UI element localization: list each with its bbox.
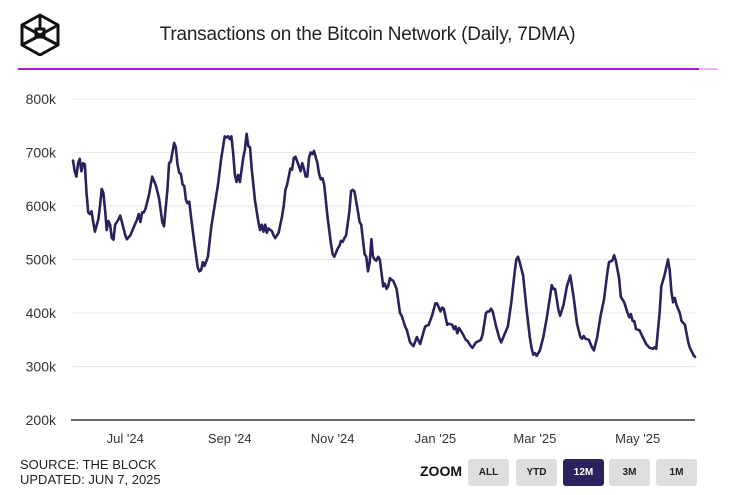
y-tick-label: 600k — [26, 198, 57, 214]
gridlines — [73, 98, 695, 367]
header-divider-tail — [699, 68, 718, 70]
y-tick-label: 500k — [26, 252, 57, 268]
series-line-transactions[interactable] — [71, 132, 697, 359]
x-tick-label: Jan '25 — [415, 431, 457, 446]
zoom-button-12m[interactable]: 12M — [563, 459, 604, 486]
zoom-button-ytd[interactable]: YTD — [516, 459, 557, 486]
line-chart[interactable]: 200k 300k 400k 500k 600k 700k 800k Jul '24 Sep … — [0, 0, 735, 455]
source-text: SOURCE: THE BLOCK — [20, 457, 157, 472]
x-tick-label: Mar '25 — [513, 431, 556, 446]
y-tick-label: 700k — [26, 145, 57, 161]
y-tick-label: 800k — [26, 91, 57, 107]
zoom-button-1m[interactable]: 1M — [656, 459, 697, 486]
y-axis-ticks: 200k 300k 400k 500k 600k 700k 800k — [26, 91, 57, 428]
x-tick-label: Nov '24 — [311, 431, 355, 446]
y-tick-label: 400k — [26, 305, 57, 321]
zoom-button-3m[interactable]: 3M — [609, 459, 650, 486]
x-tick-label: Sep '24 — [208, 431, 252, 446]
chart-title: Transactions on the Bitcoin Network (Dai… — [159, 24, 576, 45]
the-block-cube-logo-icon — [20, 13, 60, 56]
x-tick-label: Jul '24 — [107, 431, 144, 446]
header-divider — [18, 68, 699, 70]
x-axis-ticks: Jul '24 Sep '24 Nov '24 Jan '25 Mar '25 May '… — [107, 431, 661, 446]
y-tick-label: 300k — [26, 359, 57, 375]
updated-text: UPDATED: JUN 7, 2025 — [20, 472, 161, 487]
zoom-button-all[interactable]: ALL — [468, 459, 509, 486]
x-tick-label: May '25 — [615, 431, 660, 446]
chart-footer: SOURCE: THE BLOCK UPDATED: JUN 7, 2025 — [20, 457, 161, 487]
zoom-label: ZOOM — [420, 463, 462, 479]
y-tick-label: 200k — [26, 412, 57, 428]
